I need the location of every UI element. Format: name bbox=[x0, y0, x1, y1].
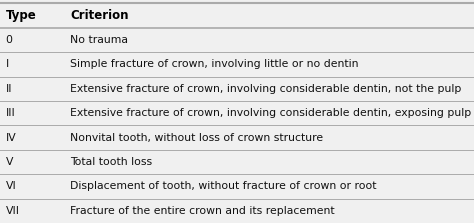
Text: IV: IV bbox=[6, 133, 17, 142]
Text: Extensive fracture of crown, involving considerable dentin, exposing pulp: Extensive fracture of crown, involving c… bbox=[70, 108, 472, 118]
Text: Displacement of tooth, without fracture of crown or root: Displacement of tooth, without fracture … bbox=[70, 181, 377, 191]
Text: Simple fracture of crown, involving little or no dentin: Simple fracture of crown, involving litt… bbox=[70, 59, 359, 69]
Text: 0: 0 bbox=[6, 35, 13, 45]
Text: I: I bbox=[6, 59, 9, 69]
Text: No trauma: No trauma bbox=[70, 35, 128, 45]
Text: II: II bbox=[6, 84, 12, 94]
Text: VI: VI bbox=[6, 181, 17, 191]
Text: Total tooth loss: Total tooth loss bbox=[70, 157, 152, 167]
Text: Criterion: Criterion bbox=[70, 9, 128, 22]
Text: V: V bbox=[6, 157, 13, 167]
Text: VII: VII bbox=[6, 206, 20, 216]
Text: III: III bbox=[6, 108, 16, 118]
Text: Type: Type bbox=[6, 9, 36, 22]
Text: Nonvital tooth, without loss of crown structure: Nonvital tooth, without loss of crown st… bbox=[70, 133, 323, 142]
Text: Fracture of the entire crown and its replacement: Fracture of the entire crown and its rep… bbox=[70, 206, 335, 216]
Text: Extensive fracture of crown, involving considerable dentin, not the pulp: Extensive fracture of crown, involving c… bbox=[70, 84, 462, 94]
